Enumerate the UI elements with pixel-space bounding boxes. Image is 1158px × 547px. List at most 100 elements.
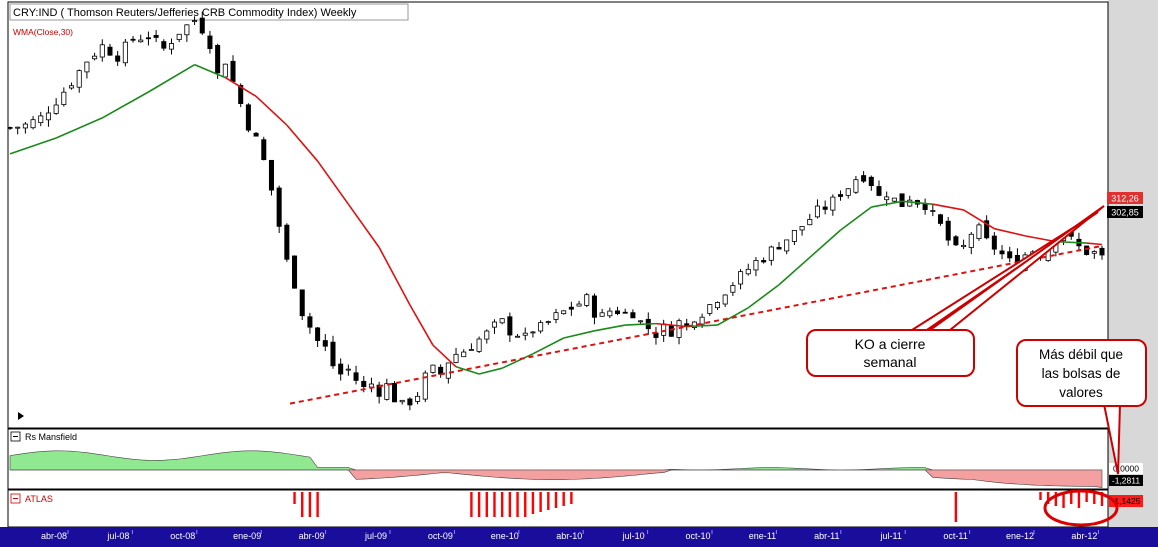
- annotation-weak-box: Más débil que las bolsas de valores: [1016, 339, 1147, 475]
- candle-body: [868, 176, 874, 187]
- candle-body: [345, 368, 351, 371]
- atlas-bar: [954, 492, 958, 522]
- wma-segment: [625, 322, 657, 326]
- candle-body: [245, 104, 251, 131]
- candle-body: [7, 127, 13, 129]
- atlas-bar: [531, 492, 535, 514]
- candle-body: [761, 260, 767, 263]
- wma-segment: [840, 206, 872, 231]
- candle-body: [1099, 247, 1105, 256]
- candle-body: [722, 294, 728, 305]
- atlas-bar: [570, 492, 573, 504]
- time-axis-bar: [0, 527, 1158, 547]
- candle-body: [807, 219, 813, 226]
- atlas-bar: [547, 492, 550, 510]
- x-tick-label: jul-08: [106, 531, 129, 541]
- atlas-bar: [1093, 492, 1096, 504]
- wma-segment: [594, 324, 626, 332]
- candle-body: [253, 132, 259, 137]
- candle-body: [192, 20, 198, 23]
- candle-body: [468, 349, 474, 351]
- atlas-label: ATLAS: [25, 494, 53, 504]
- atlas-bar: [1100, 492, 1104, 506]
- candle-body: [122, 41, 128, 64]
- candle-body: [15, 126, 21, 129]
- candle-body: [322, 340, 328, 347]
- atlas-layer: [293, 492, 1104, 522]
- atlas-bar: [1039, 492, 1042, 500]
- atlas-bar: [500, 492, 504, 517]
- candle-body: [584, 294, 590, 306]
- candle-body: [538, 322, 544, 332]
- candle-body: [991, 235, 997, 250]
- candle-body: [668, 325, 674, 337]
- candle-body: [530, 331, 536, 334]
- callout-box: [1016, 339, 1147, 407]
- wma-segment: [55, 117, 103, 139]
- candle-body: [730, 285, 736, 293]
- play-icon[interactable]: [18, 412, 24, 420]
- candle-body: [791, 229, 797, 242]
- candle-body: [130, 38, 136, 41]
- candle-body: [330, 341, 336, 367]
- candle-body: [838, 194, 844, 197]
- callout-line-2: semanal: [864, 354, 917, 370]
- candle-body: [745, 268, 751, 275]
- candle-body: [307, 316, 313, 328]
- candle-body: [491, 321, 497, 328]
- x-tick-label: jul-11: [880, 531, 902, 541]
- candle-body: [907, 199, 913, 207]
- candle-body: [661, 323, 667, 336]
- atlas-bar: [516, 492, 519, 517]
- candle-body: [1084, 245, 1090, 255]
- candle-body: [707, 304, 713, 314]
- candle-body: [899, 193, 905, 207]
- candle-body: [22, 123, 28, 129]
- atlas-bar: [301, 492, 304, 517]
- candle-body: [407, 398, 413, 406]
- x-tick-label: abr-08: [41, 531, 67, 541]
- atlas-bar: [308, 492, 312, 517]
- candle-body: [845, 188, 851, 196]
- candle-body: [799, 226, 805, 231]
- candle-body: [814, 205, 820, 218]
- candle-body: [153, 35, 159, 38]
- x-tick-label: ene-10: [491, 531, 519, 541]
- atlas-bar: [477, 492, 481, 517]
- title-box: [9, 3, 409, 21]
- atlas-bar: [470, 492, 473, 517]
- atlas-bar: [1085, 492, 1088, 502]
- atlas-bar: [539, 492, 542, 512]
- atlas-bar: [1077, 492, 1081, 508]
- x-tick-label: ene-11: [749, 531, 776, 541]
- candle-body: [69, 85, 75, 89]
- candle-body: [591, 295, 597, 318]
- wma-segment: [316, 160, 350, 205]
- support-trendline: [289, 244, 1103, 405]
- candle-body: [53, 104, 59, 114]
- wma-segment: [9, 137, 57, 155]
- candle-body: [976, 224, 982, 239]
- wma-segment: [778, 256, 811, 286]
- wma-segment: [432, 344, 457, 368]
- wma-price-text: 312,26: [1111, 194, 1139, 204]
- wma-segment: [478, 367, 503, 375]
- candle-body: [776, 247, 782, 250]
- wma-segment: [563, 330, 595, 339]
- x-tick-label: oct-09: [428, 531, 453, 541]
- wma-segment: [932, 203, 964, 211]
- candle-body: [476, 338, 482, 352]
- x-tick-label: ene-12: [1006, 531, 1034, 541]
- candle-body: [953, 236, 959, 246]
- x-tick-label: abr-12: [1071, 531, 1097, 541]
- candle-body: [145, 37, 151, 40]
- candle-body: [622, 311, 628, 314]
- wma-label: WMA(Close,30): [13, 27, 73, 37]
- wma-segment: [194, 63, 226, 79]
- candle-body: [937, 214, 944, 224]
- candle-body: [315, 327, 321, 341]
- wma-segment: [409, 304, 434, 346]
- candle-body: [638, 320, 644, 323]
- candle-body: [822, 206, 828, 210]
- candle-body: [238, 84, 244, 104]
